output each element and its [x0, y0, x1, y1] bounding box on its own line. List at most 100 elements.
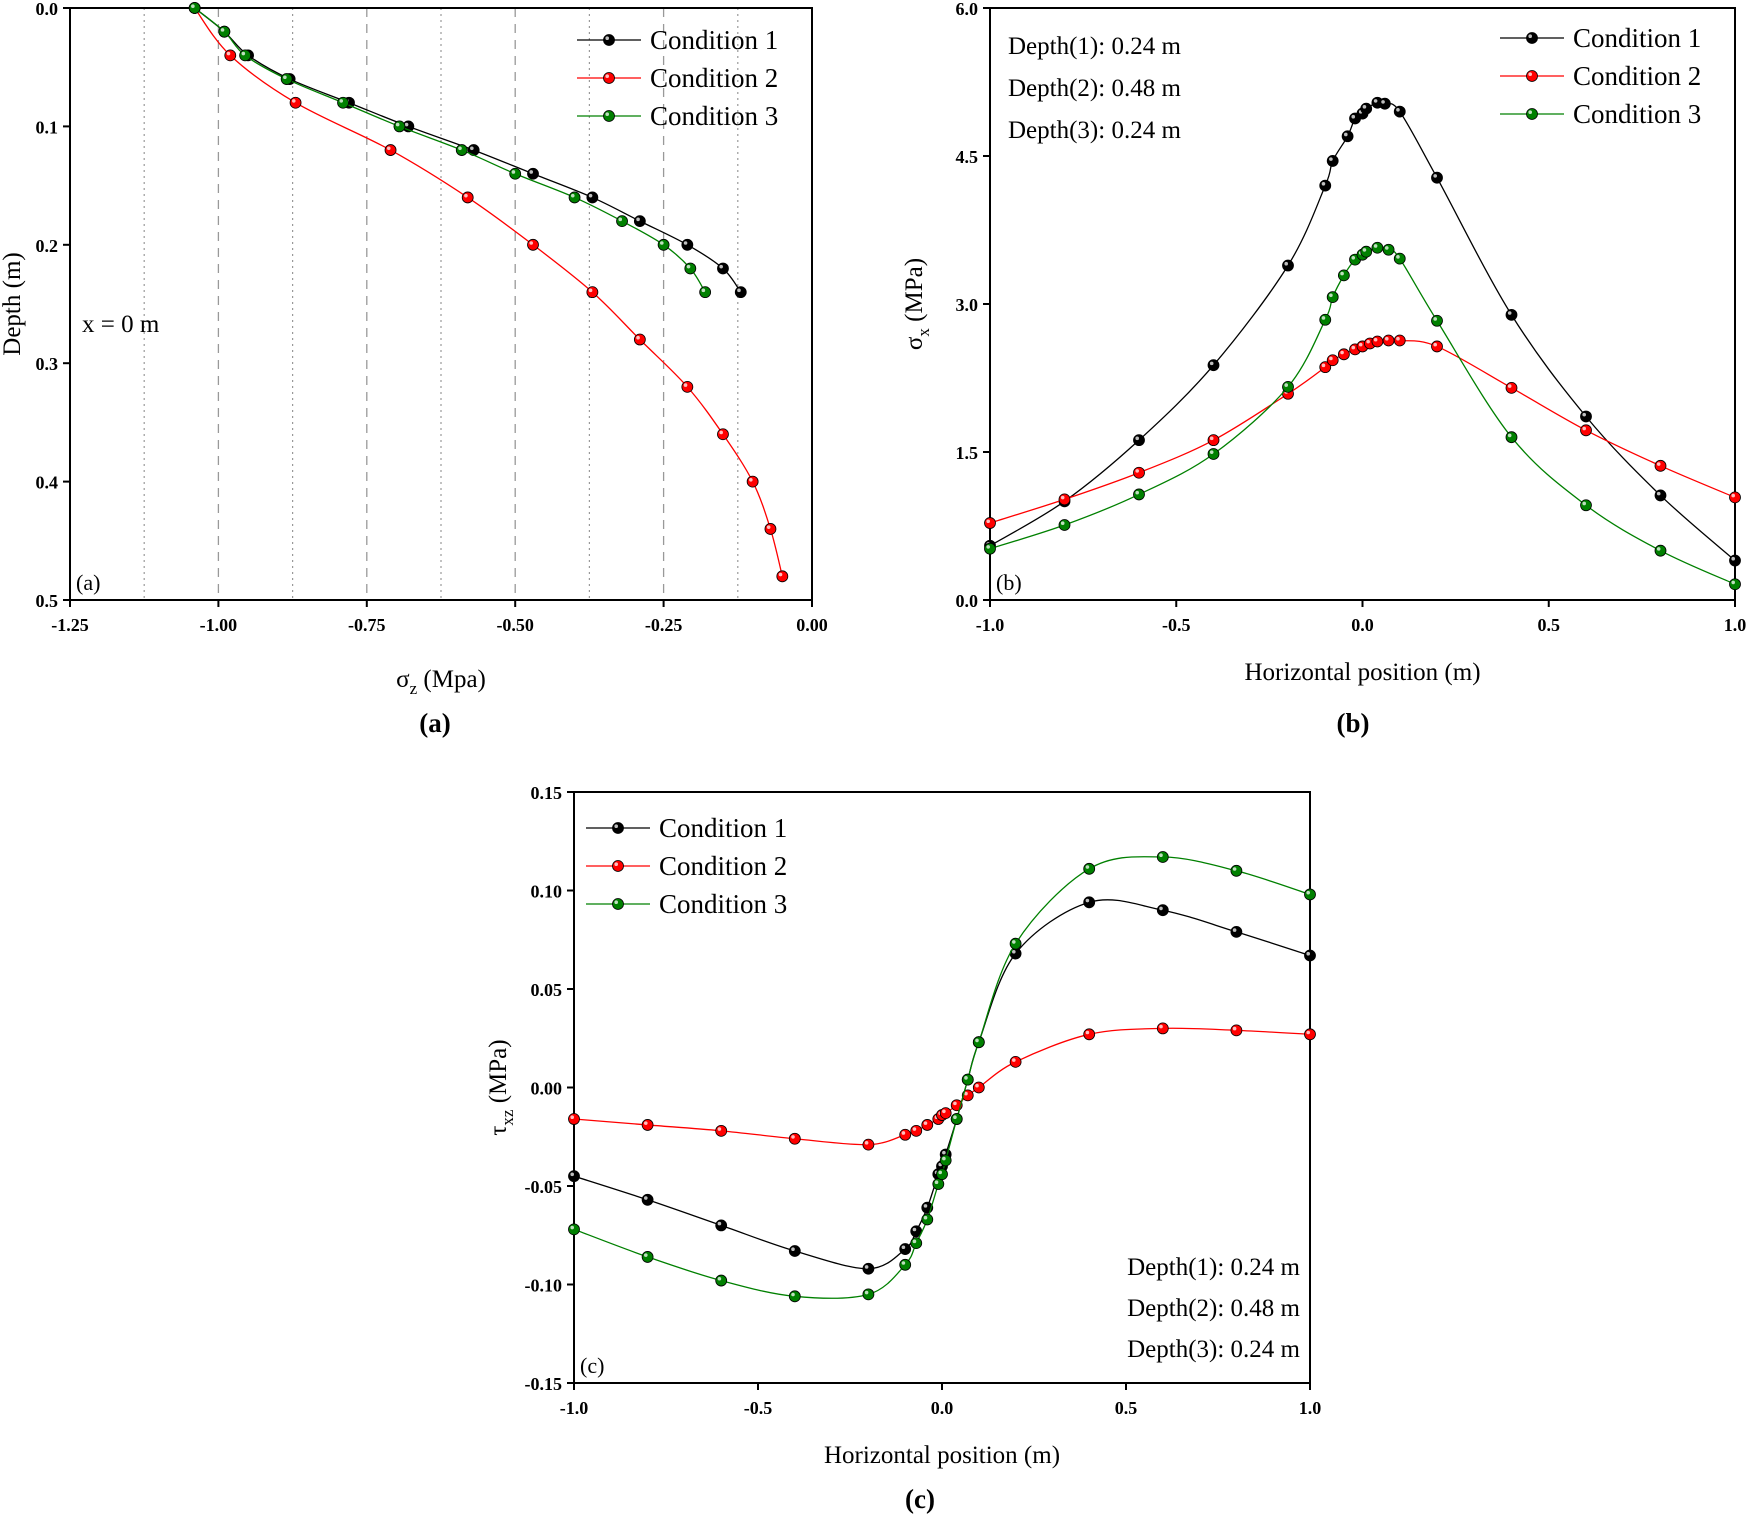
data-point: [527, 238, 539, 251]
data-point: [715, 1124, 728, 1137]
data-point: [586, 191, 599, 204]
legend-item-2-label: Condition 2: [650, 63, 778, 93]
data-point: [1304, 1028, 1316, 1041]
y-axis-title-unit: (MPa): [485, 1039, 512, 1109]
x-tick-label: -0.5: [744, 1398, 773, 1418]
data-point: [788, 1245, 801, 1257]
data-point: [1580, 499, 1592, 512]
data-point: [218, 25, 231, 38]
data-point: [568, 1113, 580, 1125]
data-point: [1382, 243, 1395, 256]
series-c-2: [568, 1022, 1316, 1151]
data-point: [1393, 105, 1406, 118]
data-point: [1083, 862, 1096, 875]
annotation-depth-2: Depth(2): 0.48 m: [1127, 1295, 1300, 1322]
data-point: [684, 262, 697, 275]
data-point: [921, 1119, 934, 1131]
data-point: [586, 286, 599, 299]
y-tick-label: 0.1: [36, 117, 59, 137]
data-point: [1326, 291, 1339, 303]
x-tick-label: -0.5: [1162, 615, 1191, 635]
data-point: [1304, 949, 1316, 962]
data-point: [862, 1138, 875, 1151]
data-point: [1304, 888, 1316, 901]
data-point: [1382, 334, 1395, 347]
x-tick-label: -0.75: [348, 615, 386, 635]
data-point: [1230, 1024, 1243, 1037]
y-axis-title-main: τ: [485, 1126, 512, 1136]
data-point: [939, 1154, 952, 1167]
legend-item-3-label: Condition 3: [659, 889, 787, 919]
series-line: [574, 1027, 1310, 1146]
y-tick-label: 6.0: [956, 0, 979, 19]
legend-item-3-swatch-marker: [603, 110, 615, 122]
data-point: [1337, 348, 1350, 361]
data-point: [1207, 434, 1220, 447]
data-point: [910, 1237, 923, 1250]
legend-item-1-label: Condition 1: [659, 813, 787, 843]
y-tick-label: 0.3: [36, 354, 59, 374]
data-point: [1505, 431, 1518, 444]
data-point: [1319, 313, 1332, 326]
data-point: [1431, 171, 1443, 184]
data-point: [1505, 308, 1518, 321]
data-point: [509, 167, 522, 180]
series-line: [194, 7, 706, 293]
data-point: [764, 523, 777, 535]
x-tick-label: 0.0: [1351, 615, 1374, 635]
y-tick-label: 0.4: [36, 473, 59, 493]
caption-b: (b): [1337, 708, 1370, 738]
data-point: [1360, 102, 1373, 115]
data-point: [788, 1132, 801, 1145]
data-point: [1083, 896, 1096, 909]
data-point: [681, 380, 694, 393]
panel-tag-a: (a): [76, 570, 100, 595]
legend-item-1-label: Condition 1: [1573, 23, 1701, 53]
data-point: [1378, 97, 1391, 110]
data-point: [734, 286, 747, 299]
legend-item-2-swatch-marker: [603, 72, 615, 84]
data-point: [455, 144, 468, 156]
data-point: [788, 1290, 801, 1303]
legend-item-2-swatch-marker: [612, 860, 624, 872]
data-point: [862, 1262, 875, 1275]
caption-a: (a): [419, 708, 450, 738]
data-point: [641, 1251, 654, 1263]
y-tick-label: -0.05: [525, 1177, 563, 1197]
plot-frame-a: [69, 7, 813, 601]
data-point: [1371, 241, 1384, 254]
data-point: [932, 1178, 945, 1190]
data-point: [1133, 466, 1145, 479]
data-point: [568, 191, 581, 204]
data-point: [461, 191, 474, 204]
y-axis-title-main: σ: [901, 336, 928, 350]
data-point: [1156, 851, 1169, 863]
x-axis-title-sub: z: [410, 679, 418, 698]
data-point: [1431, 340, 1443, 353]
data-point: [568, 1170, 580, 1183]
x-tick-label: -1.0: [560, 1398, 589, 1418]
y-tick-label: 1.5: [956, 443, 979, 463]
data-point: [641, 1119, 654, 1131]
legend-a: Condition 1 Condition 2 Condition 3: [577, 25, 778, 131]
data-point: [699, 286, 712, 299]
x-axis-title-main: σ: [396, 666, 410, 693]
y-tick-label: 0.00: [531, 1079, 563, 1099]
data-point: [1654, 489, 1667, 502]
annotation-depth-3: Depth(3): 0.24 m: [1008, 117, 1181, 144]
data-point: [717, 262, 729, 275]
data-point: [972, 1081, 985, 1094]
legend-c: Condition 1 Condition 2 Condition 3: [586, 813, 787, 919]
x-tick-label: -0.50: [496, 615, 534, 635]
data-point: [641, 1193, 654, 1206]
x-tick-label: -0.25: [645, 615, 683, 635]
data-point: [280, 73, 293, 85]
annotation-depth-3: Depth(3): 0.24 m: [1127, 1336, 1300, 1363]
data-point: [1319, 361, 1332, 374]
series-line: [194, 7, 783, 577]
legend-item-1-swatch-marker: [603, 34, 615, 46]
data-point: [1230, 925, 1243, 938]
legend-item-1-label: Condition 1: [650, 25, 778, 55]
y-axis-title-sub: xz: [498, 1109, 517, 1126]
